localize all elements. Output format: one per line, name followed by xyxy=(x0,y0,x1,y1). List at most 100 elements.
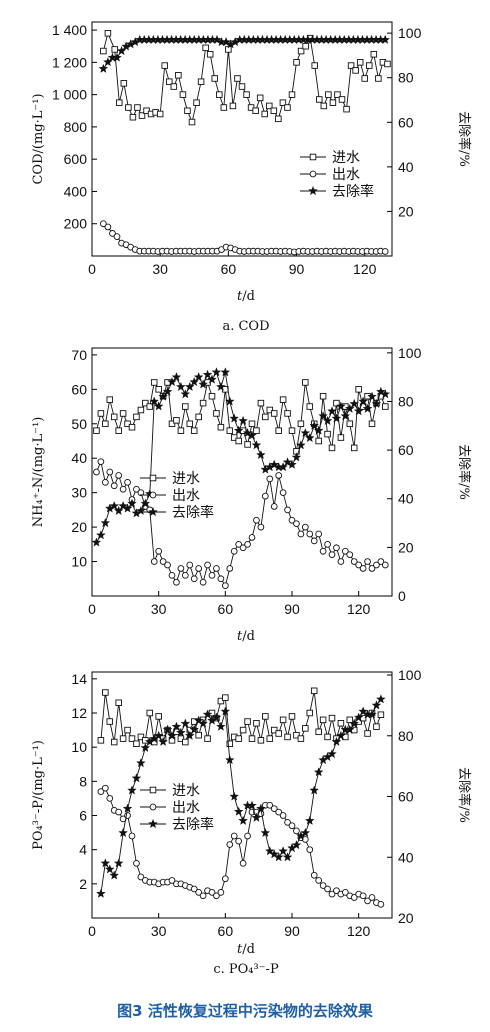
data-point xyxy=(382,403,389,410)
data-point xyxy=(270,410,278,417)
data-point xyxy=(380,34,391,44)
x-tick-label: 0 xyxy=(88,923,96,939)
data-point xyxy=(349,398,360,409)
data-point xyxy=(313,425,324,435)
data-point xyxy=(324,733,331,741)
data-point xyxy=(284,104,291,111)
y-axis-title: NH₄⁺-N/(mg·L⁻¹) xyxy=(31,417,46,528)
data-point xyxy=(229,791,240,801)
y-tick-label: 1 000 xyxy=(52,87,87,103)
legend-marker xyxy=(149,786,157,794)
data-point xyxy=(93,468,100,476)
data-point xyxy=(115,472,123,479)
data-point xyxy=(167,376,177,387)
data-point xyxy=(361,75,368,82)
data-point xyxy=(324,540,331,548)
data-point xyxy=(319,716,327,724)
data-point xyxy=(133,485,140,493)
data-point xyxy=(375,75,382,82)
data-point xyxy=(257,523,265,531)
x-tick-label: 60 xyxy=(218,601,234,617)
plot-frame xyxy=(91,21,393,257)
data-point xyxy=(206,51,214,58)
data-point xyxy=(112,52,122,62)
data-point xyxy=(146,709,154,717)
data-point xyxy=(368,565,376,572)
data-point xyxy=(184,107,191,115)
legend-label: 出水 xyxy=(172,488,200,504)
data-point xyxy=(301,523,309,531)
data-point xyxy=(384,60,391,68)
data-point xyxy=(181,571,189,579)
data-point xyxy=(211,367,222,377)
x-tick-label: 0 xyxy=(88,601,96,617)
y-tick-label: 1 200 xyxy=(52,54,87,70)
data-point xyxy=(279,489,287,497)
data-point xyxy=(133,413,140,421)
data-point xyxy=(261,110,268,118)
data-point xyxy=(199,399,207,407)
data-point xyxy=(338,96,346,103)
data-point xyxy=(315,530,323,538)
data-point xyxy=(291,452,302,462)
y2-tick-label: 80 xyxy=(398,70,414,86)
data-point xyxy=(166,78,173,85)
y2-tick-label: 20 xyxy=(398,910,414,926)
data-point xyxy=(204,561,211,569)
y-axis-title: COD/(mg·L⁻¹) xyxy=(31,93,46,184)
data-point xyxy=(109,230,116,237)
data-point xyxy=(230,434,238,441)
legend-label: 去除率 xyxy=(172,504,214,521)
data-point xyxy=(306,530,314,538)
data-point xyxy=(256,803,266,813)
data-point xyxy=(337,720,345,727)
data-point xyxy=(170,83,178,90)
y-tick-label: 40 xyxy=(71,450,87,466)
data-point xyxy=(302,379,309,386)
legend-label: 出水 xyxy=(332,167,360,183)
y2-tick-label: 20 xyxy=(398,203,414,219)
data-point xyxy=(366,62,373,69)
data-point xyxy=(150,379,158,386)
data-point xyxy=(279,812,287,819)
data-point xyxy=(193,99,200,106)
y2-tick-label: 100 xyxy=(398,25,422,41)
y-tick-label: 4 xyxy=(79,842,87,858)
series-line xyxy=(100,787,382,905)
data-point xyxy=(220,706,231,716)
data-point xyxy=(251,812,262,822)
data-point xyxy=(358,396,368,406)
data-point xyxy=(109,870,120,880)
y2-tick-label: 100 xyxy=(398,667,422,683)
data-point xyxy=(102,420,109,428)
data-point xyxy=(353,406,364,416)
legend-marker xyxy=(309,170,317,178)
data-point xyxy=(235,837,243,845)
data-point xyxy=(133,740,140,748)
data-point xyxy=(106,468,114,476)
data-point xyxy=(239,859,247,867)
x-tick-label: 60 xyxy=(221,261,237,277)
chart-panel-1: 0 30 60 90 120 200 400 600 800 1 000 1 200 1 400 20 4… xyxy=(31,21,472,334)
series-2 xyxy=(97,784,385,908)
data-point xyxy=(331,736,342,746)
data-point xyxy=(137,489,145,497)
data-point xyxy=(233,806,244,816)
data-point xyxy=(186,420,194,428)
data-point xyxy=(97,737,105,744)
x-tick-label: 120 xyxy=(347,923,371,939)
figure-caption: 图3 活性恢复过程中污染物的去除效果 xyxy=(117,1002,374,1020)
data-point xyxy=(248,534,256,541)
data-point xyxy=(288,91,296,98)
data-point xyxy=(124,478,131,486)
data-point xyxy=(252,107,259,115)
data-point xyxy=(180,389,191,399)
data-point xyxy=(275,115,282,123)
data-point xyxy=(344,724,355,734)
series-1 xyxy=(100,30,391,126)
data-point xyxy=(226,565,234,572)
data-point xyxy=(253,427,260,434)
data-point xyxy=(97,410,105,417)
data-point xyxy=(137,873,145,881)
